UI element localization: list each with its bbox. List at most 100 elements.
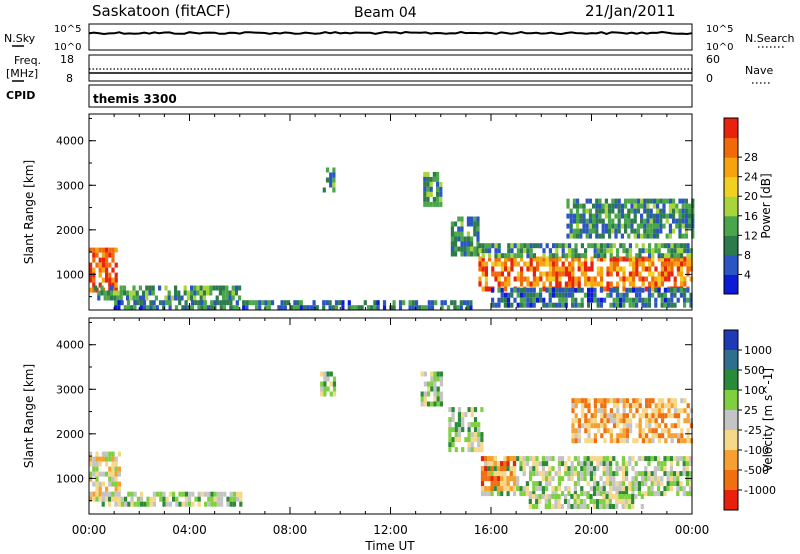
heatmap-cell [662, 223, 666, 229]
heatmap-cell [689, 408, 693, 414]
heatmap-cell [108, 496, 112, 502]
heatmap-cell [470, 447, 474, 453]
heatmap-cell [666, 471, 670, 477]
heatmap-cell [653, 471, 657, 477]
heatmap-cell [132, 290, 136, 296]
heatmap-cell [411, 305, 415, 311]
heatmap-cell [427, 401, 431, 407]
heatmap-cell [683, 256, 687, 262]
heatmap-cell [484, 281, 488, 287]
heatmap-cell [584, 281, 588, 287]
heatmap-cell [105, 257, 109, 263]
heatmap-cell [105, 491, 109, 497]
heatmap-cell [576, 218, 580, 224]
heatmap-cell [625, 413, 629, 419]
heatmap-cell [191, 491, 195, 497]
heatmap-cell [470, 442, 474, 448]
heatmap-cell [581, 403, 585, 409]
heatmap-cell [450, 226, 454, 232]
heatmap-cell [98, 282, 102, 288]
heatmap-cell [592, 499, 596, 504]
heatmap-cell [625, 466, 629, 472]
heatmap-cell [448, 437, 452, 443]
heatmap-cell [526, 248, 530, 254]
heatmap-cell [673, 281, 677, 287]
heatmap-cell [632, 261, 636, 267]
heatmap-cell [460, 226, 464, 232]
heatmap-cell [570, 504, 574, 509]
heatmap-cell [657, 491, 661, 497]
heatmap-cell [583, 456, 587, 462]
heatmap-cell [588, 208, 592, 214]
heatmap-cell [213, 496, 217, 502]
heatmap-cell [312, 300, 316, 306]
heatmap-cell [111, 247, 115, 253]
heatmap-cell [558, 256, 562, 262]
heatmap-cell [641, 433, 645, 439]
heatmap-cell [652, 218, 656, 224]
heatmap-cell [638, 248, 642, 254]
heatmap-cell [105, 277, 109, 283]
heatmap-cell [436, 186, 440, 192]
heatmap-cell [551, 287, 555, 293]
heatmap-cell [457, 427, 462, 433]
heatmap-cell [510, 302, 514, 308]
heatmap-cell [620, 203, 624, 209]
heatmap-cell [320, 371, 324, 377]
heatmap-cell [603, 286, 607, 292]
heatmap-cell [571, 266, 575, 272]
heatmap-cell [681, 203, 685, 209]
heatmap-cell [470, 246, 474, 252]
heatmap-cell [132, 285, 136, 291]
heatmap-cell [519, 297, 523, 303]
heatmap-cell [672, 213, 676, 219]
heatmap-cell [641, 471, 645, 477]
heatmap-cell [619, 292, 623, 298]
heatmap-cell [651, 292, 655, 298]
heatmap-cell [548, 297, 552, 303]
heatmap-cell [408, 305, 412, 311]
heatmap-cell [580, 471, 584, 477]
heatmap-cell [432, 176, 436, 182]
heatmap-cell [545, 271, 549, 277]
heatmap-cell [618, 481, 622, 487]
heatmap-cell [92, 282, 96, 288]
heatmap-cell [593, 408, 597, 414]
heatmap-cell [662, 208, 666, 214]
heatmap-cell [614, 213, 618, 219]
heatmap-cell [497, 256, 501, 262]
heatmap-cell [651, 276, 655, 282]
heatmap-cell [436, 376, 440, 382]
heatmap-cell [503, 302, 507, 308]
heatmap-cell [420, 401, 424, 407]
heatmap-cell [616, 266, 620, 272]
heatmap-cell [525, 491, 529, 497]
heatmap-cell [488, 256, 492, 262]
heatmap-cell [423, 176, 427, 182]
heatmap-cell [555, 302, 559, 308]
heatmap-cell [661, 398, 665, 404]
heatmap-cell [98, 491, 102, 497]
heatmap-cell [582, 208, 586, 214]
heatmap-cell [491, 261, 495, 267]
heatmap-cell [197, 491, 201, 497]
power-y-axis-label: Slant Range [km] [22, 160, 36, 264]
heatmap-cell [432, 196, 436, 202]
heatmap-cell [532, 287, 536, 293]
heatmap-cell [193, 295, 197, 301]
heatmap-cell [111, 451, 115, 457]
heatmap-cell [558, 287, 562, 293]
heatmap-cell [636, 223, 640, 229]
heatmap-cell [178, 491, 182, 497]
heatmap-cell [89, 496, 93, 502]
heatmap-cell [478, 266, 482, 272]
heatmap-cell [520, 271, 524, 277]
heatmap-cell [464, 412, 468, 418]
heatmap-cell [622, 398, 626, 404]
heatmap-cell [108, 451, 112, 457]
heatmap-cell [529, 253, 533, 259]
heatmap-cell [616, 261, 620, 267]
heatmap-cell [117, 481, 121, 487]
heatmap-cell [509, 476, 513, 482]
heatmap-cell [467, 437, 471, 443]
